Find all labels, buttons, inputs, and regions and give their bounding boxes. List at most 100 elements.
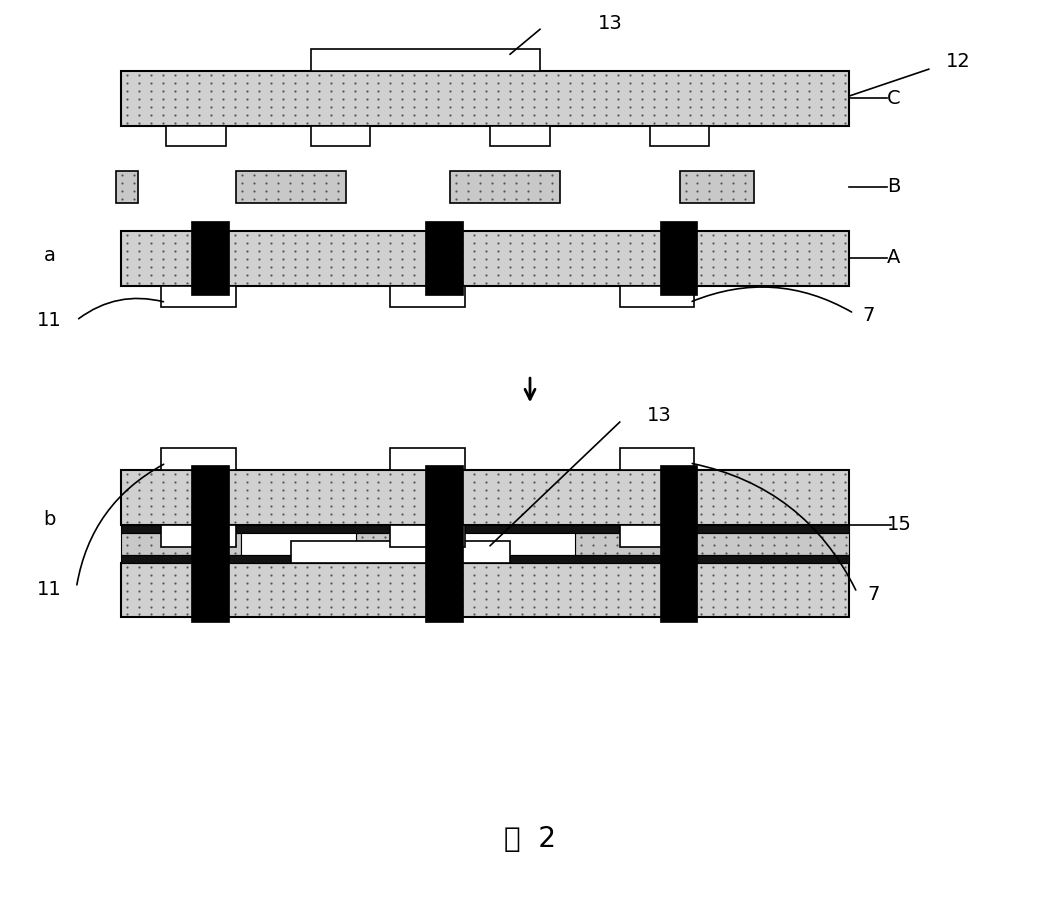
Point: [788, 235, 805, 250]
Point: [466, 515, 483, 529]
Point: [430, 483, 447, 497]
Point: [334, 576, 351, 590]
Point: [382, 84, 399, 98]
Point: [323, 568, 340, 582]
Point: [203, 515, 220, 529]
Point: [298, 584, 315, 598]
Point: [214, 483, 231, 497]
Point: [669, 116, 686, 130]
Point: [657, 251, 674, 266]
Point: [514, 100, 530, 114]
Point: [801, 568, 818, 582]
Point: [275, 92, 292, 106]
Point: [597, 268, 614, 282]
Point: [597, 607, 614, 621]
Point: [334, 68, 351, 83]
Point: [729, 599, 746, 613]
Point: [788, 467, 805, 481]
Point: [633, 108, 650, 122]
Point: [824, 251, 841, 266]
Point: [370, 592, 387, 606]
Point: [214, 116, 231, 130]
Point: [233, 176, 250, 190]
Point: [621, 607, 638, 621]
Point: [298, 607, 315, 621]
Point: [813, 467, 830, 481]
Point: [323, 483, 340, 497]
Point: [597, 243, 614, 258]
Point: [788, 599, 805, 613]
Point: [119, 506, 136, 521]
Point: [142, 592, 159, 606]
Point: [214, 76, 231, 91]
Point: [250, 467, 267, 481]
Point: [765, 515, 782, 529]
Point: [155, 538, 172, 552]
Point: [789, 538, 806, 552]
Bar: [460, 533, 575, 555]
Point: [214, 243, 231, 258]
Point: [717, 515, 734, 529]
Point: [323, 475, 340, 489]
Point: [656, 530, 673, 544]
Point: [538, 568, 555, 582]
Point: [418, 559, 435, 574]
Point: [358, 108, 375, 122]
Point: [765, 506, 782, 521]
Point: [609, 84, 626, 98]
Point: [681, 276, 698, 290]
Point: [358, 498, 375, 513]
Point: [441, 607, 458, 621]
Point: [621, 227, 638, 242]
Point: [191, 227, 208, 242]
Point: [801, 559, 818, 574]
Point: [814, 530, 831, 544]
Point: [621, 599, 638, 613]
Point: [286, 584, 303, 598]
Point: [525, 68, 542, 83]
Text: 13: 13: [597, 13, 622, 33]
Point: [466, 227, 483, 242]
Point: [788, 584, 805, 598]
Point: [813, 506, 830, 521]
Point: [430, 227, 447, 242]
Point: [191, 251, 208, 266]
Bar: [191, 465, 229, 622]
Point: [609, 498, 626, 513]
Point: [334, 559, 351, 574]
Point: [824, 235, 841, 250]
Point: [131, 76, 147, 91]
Point: [495, 168, 512, 182]
Point: [226, 530, 243, 544]
Point: [706, 545, 723, 559]
Point: [191, 268, 208, 282]
Point: [813, 599, 830, 613]
Point: [550, 483, 567, 497]
Point: [214, 108, 231, 122]
Point: [502, 68, 519, 83]
Point: [155, 568, 172, 582]
Point: [262, 568, 279, 582]
Point: [191, 276, 208, 290]
Point: [131, 467, 147, 481]
Point: [250, 251, 267, 266]
Point: [226, 68, 243, 83]
Bar: [660, 221, 697, 295]
Point: [777, 227, 794, 242]
Point: [657, 467, 674, 481]
Point: [310, 576, 327, 590]
Point: [836, 276, 853, 290]
Point: [430, 251, 447, 266]
Point: [681, 599, 698, 613]
Point: [239, 251, 256, 266]
Point: [573, 515, 590, 529]
Point: [346, 568, 363, 582]
Point: [167, 227, 184, 242]
Point: [131, 268, 147, 282]
Point: [334, 268, 351, 282]
Point: [466, 100, 483, 114]
Point: [538, 592, 555, 606]
Point: [418, 227, 435, 242]
Point: [203, 498, 220, 513]
Point: [729, 483, 746, 497]
